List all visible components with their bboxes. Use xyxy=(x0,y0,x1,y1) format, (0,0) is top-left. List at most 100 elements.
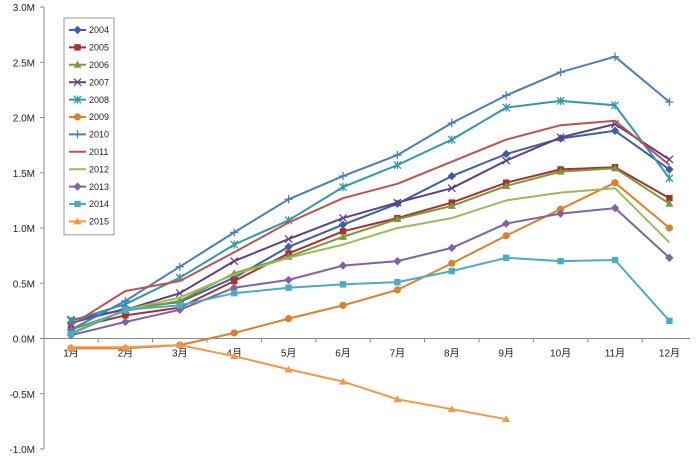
data-point-2013 xyxy=(665,253,674,263)
data-point-2007 xyxy=(502,156,511,165)
data-point-2014 xyxy=(67,330,75,338)
data-point-2009 xyxy=(230,329,238,337)
legend-item-2012: 2012 xyxy=(69,164,109,174)
series-2007 xyxy=(66,120,674,324)
legend-swatch-marker xyxy=(73,60,82,68)
data-point-2015 xyxy=(447,405,456,413)
series-line-2005 xyxy=(70,166,670,330)
series-line-2013 xyxy=(70,207,671,337)
data-point-2013 xyxy=(121,317,130,327)
legend-item-2009: 2009 xyxy=(69,112,109,122)
legend-item-2011: 2011 xyxy=(69,147,108,157)
data-point-2007 xyxy=(556,133,565,142)
data-point-2010 xyxy=(230,228,239,237)
x-tick-label: 6月 xyxy=(335,348,351,360)
data-point-2009 xyxy=(611,179,619,187)
data-point-2008 xyxy=(230,240,239,249)
data-point-2014 xyxy=(339,281,347,288)
y-tick-label: 1.0M xyxy=(13,224,35,235)
series-line-2004 xyxy=(70,129,670,324)
data-point-2009 xyxy=(339,301,347,309)
data-point-2013 xyxy=(556,209,565,218)
data-point-2014 xyxy=(611,256,619,264)
legend-item-2015: 2015 xyxy=(69,217,109,227)
data-point-2007 xyxy=(338,213,348,223)
y-tick-label: -0.5M xyxy=(9,390,35,401)
data-point-2006 xyxy=(665,199,674,207)
data-point-2004 xyxy=(610,126,620,135)
data-point-2014 xyxy=(122,306,129,313)
legend-swatch-marker xyxy=(73,95,82,104)
x-tick-label: 11月 xyxy=(605,348,625,360)
data-point-2004 xyxy=(556,134,565,143)
data-point-2006 xyxy=(447,201,456,209)
data-point-2005 xyxy=(122,312,129,319)
x-tick-label: 12月 xyxy=(659,348,680,360)
legend-label: 2004 xyxy=(89,25,109,35)
data-point-2010 xyxy=(175,262,184,271)
series-line-2012 xyxy=(70,187,671,334)
data-point-2014 xyxy=(557,257,564,265)
legend-label: 2008 xyxy=(89,95,109,105)
data-point-2014 xyxy=(394,278,401,286)
legend-item-2005: 2005 xyxy=(69,43,109,53)
legend-swatch-marker xyxy=(73,130,82,139)
legend-box xyxy=(63,17,115,236)
series-line-2011 xyxy=(70,119,671,327)
legend: 2004 2005 2006 2007 2008 2009 2010 2011 2012 2013… xyxy=(63,17,115,236)
legend-label: 2007 xyxy=(89,77,109,87)
legend-swatch-marker xyxy=(73,78,82,87)
series-2010 xyxy=(66,52,674,334)
data-point-2006 xyxy=(339,232,347,240)
data-point-2009 xyxy=(502,232,510,240)
x-tick-label: 9月 xyxy=(498,348,514,360)
data-point-2009 xyxy=(665,224,674,232)
data-point-2008 xyxy=(556,96,565,106)
series-2014 xyxy=(67,254,673,338)
series-line-2014 xyxy=(70,256,671,336)
data-point-2006 xyxy=(393,215,402,223)
series-2009 xyxy=(67,179,674,353)
legend-item-2008: 2008 xyxy=(69,95,109,105)
series-layer xyxy=(66,52,674,423)
data-point-2004 xyxy=(502,149,511,159)
data-point-2015 xyxy=(121,343,130,351)
legend-item-2004: 2004 xyxy=(69,25,109,35)
series-line-2010 xyxy=(70,55,671,331)
y-tick-label: 0.0M xyxy=(13,335,35,346)
legend-swatch-marker xyxy=(74,44,81,51)
data-point-2008 xyxy=(447,135,456,144)
data-point-2010 xyxy=(665,97,674,107)
data-point-2004 xyxy=(665,165,674,174)
data-point-2014 xyxy=(503,254,510,262)
legend-swatch-marker xyxy=(74,200,81,208)
data-point-2009 xyxy=(557,205,565,213)
data-point-2006 xyxy=(502,182,511,190)
legend-swatch-marker xyxy=(73,113,82,121)
data-point-2008 xyxy=(338,183,348,192)
data-point-2008 xyxy=(665,174,674,183)
data-point-2013 xyxy=(447,243,456,253)
data-point-2008 xyxy=(502,103,511,112)
data-point-2009 xyxy=(448,259,456,267)
legend-item-2006: 2006 xyxy=(69,60,109,70)
series-2006 xyxy=(67,164,674,333)
data-point-2013 xyxy=(338,261,348,270)
legend-label: 2014 xyxy=(89,199,109,209)
series-2015 xyxy=(67,341,511,423)
data-point-2004 xyxy=(284,242,293,251)
data-point-2007 xyxy=(447,184,456,193)
data-point-2007 xyxy=(393,198,402,207)
y-tick-label: 0.5M xyxy=(13,279,35,290)
data-point-2008 xyxy=(393,160,402,170)
y-tick-label: 2.5M xyxy=(13,58,35,69)
y-tick-label: 2.0M xyxy=(13,114,35,125)
data-point-2009 xyxy=(285,315,293,323)
data-point-2004 xyxy=(393,199,402,208)
data-point-2004 xyxy=(447,171,456,181)
legend-label: 2015 xyxy=(89,217,109,227)
y-tick-label: -1.0M xyxy=(9,445,35,456)
data-point-2015 xyxy=(502,415,511,423)
data-point-2010 xyxy=(284,195,293,204)
